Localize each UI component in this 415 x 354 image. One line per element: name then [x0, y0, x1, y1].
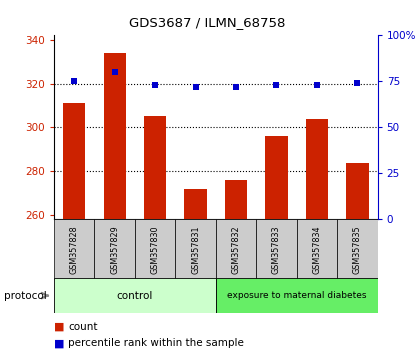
- Bar: [63, 103, 85, 219]
- Text: GSM357828: GSM357828: [70, 225, 79, 274]
- Bar: [297, 219, 337, 280]
- Point: [71, 79, 78, 84]
- Text: exposure to maternal diabetes: exposure to maternal diabetes: [227, 291, 366, 300]
- Point: [354, 80, 361, 86]
- Bar: [346, 162, 369, 219]
- Point: [314, 82, 320, 88]
- Text: GSM357835: GSM357835: [353, 225, 362, 274]
- Text: GDS3687 / ILMN_68758: GDS3687 / ILMN_68758: [129, 17, 286, 29]
- Point: [273, 82, 280, 88]
- Text: protocol: protocol: [4, 291, 47, 301]
- Point: [233, 84, 239, 90]
- Text: GSM357831: GSM357831: [191, 225, 200, 274]
- Bar: [337, 219, 378, 280]
- Bar: [103, 53, 126, 219]
- Bar: [184, 189, 207, 219]
- Bar: [144, 116, 166, 219]
- Bar: [95, 219, 135, 280]
- Text: GSM357829: GSM357829: [110, 225, 119, 274]
- Bar: [176, 219, 216, 280]
- Text: ■: ■: [54, 322, 64, 332]
- Bar: [135, 219, 176, 280]
- Text: percentile rank within the sample: percentile rank within the sample: [68, 338, 244, 348]
- Point: [152, 82, 159, 88]
- Text: control: control: [117, 291, 153, 301]
- Point: [111, 69, 118, 75]
- Bar: [225, 180, 247, 219]
- Bar: [54, 278, 216, 313]
- Bar: [265, 136, 288, 219]
- Point: [192, 84, 199, 90]
- Bar: [306, 119, 328, 219]
- Bar: [256, 219, 297, 280]
- Bar: [216, 278, 378, 313]
- Text: count: count: [68, 322, 98, 332]
- Bar: [54, 219, 95, 280]
- Text: GSM357834: GSM357834: [312, 225, 322, 274]
- Bar: [216, 219, 256, 280]
- Text: GSM357830: GSM357830: [151, 225, 160, 274]
- Text: GSM357833: GSM357833: [272, 225, 281, 274]
- Text: ■: ■: [54, 338, 64, 348]
- Text: GSM357832: GSM357832: [232, 225, 241, 274]
